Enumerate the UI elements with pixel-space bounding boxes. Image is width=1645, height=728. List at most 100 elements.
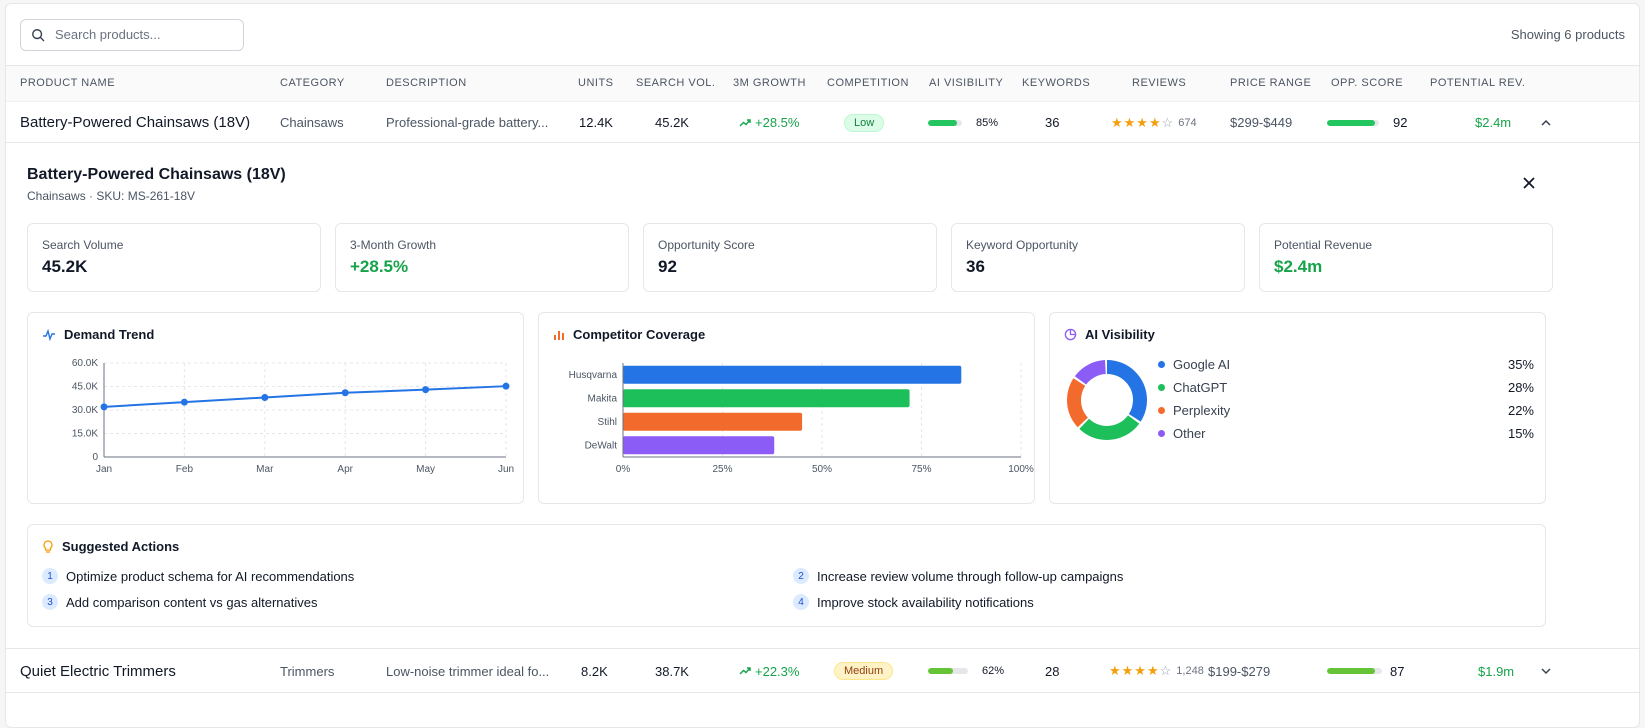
product-table-panel: Showing 6 products PRODUCT NAME CATEGORY…	[5, 3, 1640, 728]
y-tick-label: 15.0K	[72, 429, 98, 440]
kpi-label: Potential Revenue	[1274, 238, 1373, 252]
growth: +22.3%	[739, 649, 799, 693]
legend-dot	[1158, 384, 1165, 391]
opp-score: 87	[1327, 649, 1404, 693]
col-competition[interactable]: COMPETITION	[827, 77, 909, 89]
keywords: 36	[1045, 115, 1060, 130]
opp-score-bar	[1327, 668, 1382, 674]
competition-badge: Low	[844, 113, 885, 132]
table-header: PRODUCT NAME CATEGORY DESCRIPTION UNITS …	[6, 66, 1639, 102]
action-text: Add comparison content vs gas alternativ…	[66, 594, 318, 610]
data-point	[502, 382, 510, 390]
category-label: Stihl	[598, 417, 617, 428]
suggested-actions-label: Suggested Actions	[62, 539, 180, 554]
legend-value: 35%	[1507, 357, 1534, 372]
ai-visibility-value: 62%	[982, 665, 1005, 677]
col-ai-visibility[interactable]: AI VISIBILITY	[929, 77, 1004, 89]
opp-score-value: 92	[1393, 115, 1408, 130]
kpi-cards: Search Volume 45.2K 3-Month Growth +28.5% …	[27, 223, 1553, 292]
legend-dot	[1158, 430, 1165, 437]
product-detail-panel: Battery-Powered Chainsaws (18V) Chainsaw…	[6, 143, 1639, 649]
col-keywords[interactable]: KEYWORDS	[1022, 77, 1091, 89]
review-count: 674	[1178, 116, 1197, 129]
units: 8.2K	[581, 663, 608, 679]
bar	[623, 412, 803, 431]
kpi-opportunity-score: Opportunity Score 92	[643, 223, 937, 292]
suggested-actions-card: Suggested Actions 1 Optimize product sche…	[27, 524, 1546, 627]
data-point	[180, 398, 188, 406]
chevron-down-icon	[1541, 668, 1551, 675]
col-product-name[interactable]: PRODUCT NAME	[20, 77, 116, 89]
col-growth[interactable]: 3M GROWTH	[733, 77, 806, 89]
bar	[623, 436, 775, 455]
product-name[interactable]: Battery-Powered Chainsaws (18V)	[20, 114, 251, 131]
ai-visibility-value: 85%	[976, 116, 999, 129]
table-row[interactable]: Quiet Electric Trimmers Trimmers Low-noi…	[6, 649, 1639, 693]
search-vol: 45.2K	[655, 115, 689, 130]
col-price-range[interactable]: PRICE RANGE	[1230, 77, 1312, 89]
col-description[interactable]: DESCRIPTION	[386, 77, 467, 89]
col-category[interactable]: CATEGORY	[280, 77, 345, 89]
data-point	[341, 389, 349, 397]
growth: +28.5%	[739, 102, 799, 143]
donut-slice	[1067, 360, 1147, 440]
search-box[interactable]	[20, 18, 244, 51]
ai-visibility: 62%	[928, 649, 1004, 693]
search-input[interactable]	[55, 27, 225, 42]
col-potential-rev[interactable]: POTENTIAL REV.	[1430, 77, 1526, 89]
legend-value: 15%	[1507, 426, 1534, 441]
series-line	[103, 385, 507, 408]
ai-visibility-fill	[928, 668, 953, 674]
ai-visibility-card: AI Visibility Google AI 35% ChatGPT 28% Perp…	[1049, 312, 1546, 504]
pie-chart-icon	[1064, 328, 1077, 341]
action-item: 4 Improve stock availability notification…	[793, 594, 1034, 610]
category-label: DeWalt	[585, 440, 618, 451]
ai-visibility-title: AI Visibility	[1064, 327, 1155, 342]
bar	[623, 389, 910, 408]
legend-item: Other 15%	[1158, 426, 1534, 441]
demand-trend-label: Demand Trend	[64, 327, 155, 342]
x-tick-label: 100%	[1008, 464, 1034, 475]
product-name[interactable]: Quiet Electric Trimmers	[20, 662, 176, 680]
ai-visibility: 85%	[928, 102, 998, 143]
col-search-vol[interactable]: SEARCH VOL.	[636, 77, 716, 89]
ai-visibility-donut	[1067, 360, 1147, 440]
opp-score-fill	[1327, 668, 1375, 674]
competitor-coverage-label: Competitor Coverage	[573, 327, 706, 342]
action-number: 3	[42, 594, 58, 610]
rating-stars: ★★★★☆	[1111, 114, 1175, 130]
collapse-button[interactable]	[1540, 102, 1552, 143]
col-reviews[interactable]: REVIEWS	[1132, 77, 1187, 89]
search-icon	[32, 28, 45, 41]
legend-dot	[1158, 407, 1165, 414]
review-count: 1,248	[1176, 665, 1204, 677]
x-tick-label: Apr	[337, 464, 353, 475]
table-row[interactable]: Battery-Powered Chainsaws (18V) Chainsaw…	[6, 102, 1639, 143]
action-number: 2	[793, 568, 809, 584]
x-tick-label: 25%	[712, 464, 732, 475]
close-icon[interactable]	[1519, 173, 1539, 193]
kpi-growth: 3-Month Growth +28.5%	[335, 223, 629, 292]
competitor-coverage-title: Competitor Coverage	[553, 327, 705, 342]
units: 12.4K	[579, 115, 613, 130]
col-opp-score[interactable]: OPP. SCORE	[1331, 77, 1404, 89]
kpi-keyword-opportunity: Keyword Opportunity 36	[951, 223, 1245, 292]
legend-item: Perplexity 22%	[1158, 403, 1534, 418]
legend-label: Perplexity	[1173, 403, 1231, 418]
donut-slice	[1067, 360, 1147, 440]
kpi-value: $2.4m	[1274, 257, 1323, 276]
kpi-value: 92	[658, 257, 677, 276]
expand-button[interactable]	[1540, 649, 1552, 693]
x-tick-label: 50%	[812, 464, 832, 475]
ai-visibility-label: AI Visibility	[1085, 327, 1155, 342]
ai-visibility-bar	[928, 119, 962, 126]
x-tick-label: Jun	[498, 464, 514, 475]
x-tick-label: 0%	[616, 464, 631, 475]
kpi-label: Opportunity Score	[658, 238, 755, 252]
data-point	[100, 403, 108, 411]
col-units[interactable]: UNITS	[578, 77, 614, 89]
detail-subtitle: Chainsaws · SKU: MS-261-18V	[27, 189, 196, 203]
demand-trend-title: Demand Trend	[42, 327, 154, 342]
category-label: Husqvarna	[569, 370, 618, 381]
donut-slice	[1067, 360, 1147, 440]
